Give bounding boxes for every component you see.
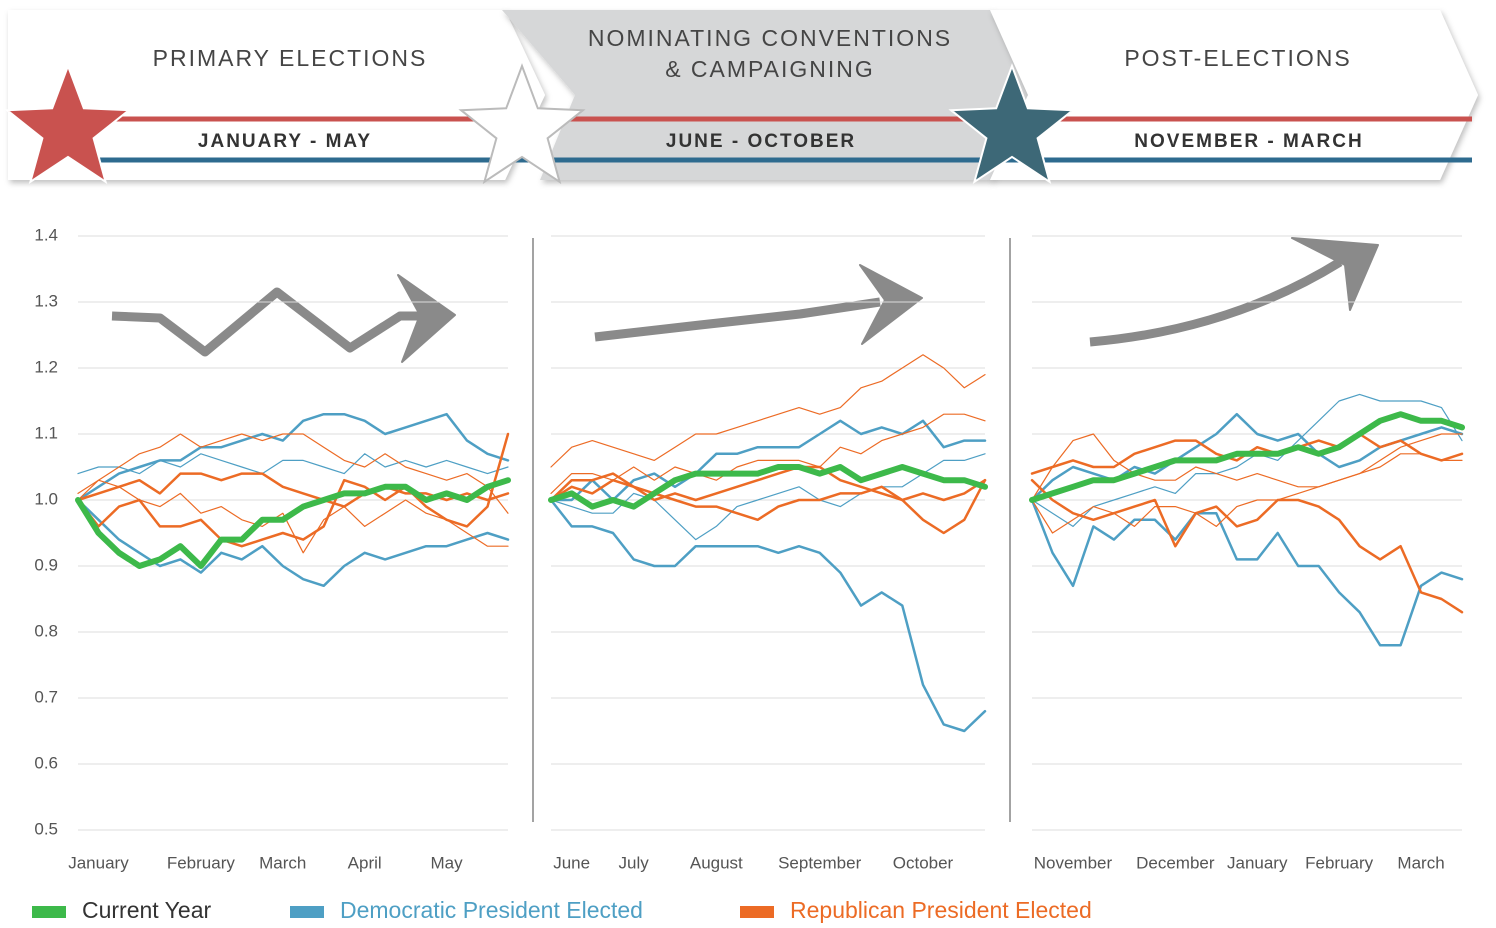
chart: PRIMARY ELECTIONS NOMINATING CONVENTIONS… xyxy=(0,0,1496,928)
series-line xyxy=(78,454,508,474)
series-line xyxy=(1032,414,1462,500)
x-tick-label: June xyxy=(553,853,590,872)
series-line xyxy=(551,467,985,507)
x-tick-label: March xyxy=(259,853,306,872)
trend-arrow xyxy=(112,292,430,352)
y-tick-label: 1.1 xyxy=(34,423,58,442)
legend: Current Year Democratic President Elected… xyxy=(32,897,1092,923)
series-line xyxy=(78,414,508,500)
section-title: NOMINATING CONVENTIONS xyxy=(588,25,952,51)
x-tick-label: February xyxy=(1305,853,1374,872)
section-title: POST-ELECTIONS xyxy=(1124,45,1351,71)
x-tick-label: February xyxy=(167,853,236,872)
x-tick-label: August xyxy=(690,853,743,872)
x-tick-label: December xyxy=(1136,853,1215,872)
panel: November December January February March xyxy=(1032,236,1462,872)
series-line xyxy=(1032,414,1462,500)
legend-swatch xyxy=(740,906,774,918)
section-title: & CAMPAIGNING xyxy=(665,56,875,82)
x-tick-label: April xyxy=(348,853,382,872)
y-tick-label: 1.0 xyxy=(34,489,58,508)
y-tick-label: 0.5 xyxy=(34,819,58,838)
legend-swatch xyxy=(290,906,324,918)
y-tick-label: 0.7 xyxy=(34,687,58,706)
legend-swatch xyxy=(32,906,66,918)
x-tick-label: October xyxy=(893,853,954,872)
series-line xyxy=(78,480,508,566)
y-tick-label: 1.3 xyxy=(34,291,58,310)
y-tick-label: 0.6 xyxy=(34,753,58,772)
trend-arrow xyxy=(595,302,880,337)
x-tick-label: March xyxy=(1397,853,1444,872)
trend-arrows xyxy=(112,238,1378,362)
legend-label: Current Year xyxy=(82,897,211,923)
series-line xyxy=(1032,454,1462,533)
x-tick-label: November xyxy=(1034,853,1113,872)
y-tick-label: 1.4 xyxy=(34,225,58,244)
banner xyxy=(990,10,1478,180)
x-tick-label: January xyxy=(1227,853,1288,872)
legend-label: Republican President Elected xyxy=(790,897,1092,923)
section-title: PRIMARY ELECTIONS xyxy=(153,45,428,71)
section-dates: JANUARY - MAY xyxy=(198,131,372,152)
header: PRIMARY ELECTIONS NOMINATING CONVENTIONS… xyxy=(7,10,1478,182)
x-tick-label: May xyxy=(431,853,464,872)
x-tick-label: July xyxy=(619,853,650,872)
section-dates: JUNE - OCTOBER xyxy=(666,131,856,152)
series-line xyxy=(1032,500,1462,645)
series-line xyxy=(551,500,985,731)
arrow-head xyxy=(1292,238,1378,310)
legend-label: Democratic President Elected xyxy=(340,897,643,923)
series-line xyxy=(551,355,985,467)
x-tick-label: September xyxy=(778,853,861,872)
y-tick-label: 0.9 xyxy=(34,555,58,574)
section-dates: NOVEMBER - MARCH xyxy=(1134,131,1363,152)
x-tick-label: January xyxy=(68,853,129,872)
series-line xyxy=(78,474,508,507)
y-tick-label: 0.8 xyxy=(34,621,58,640)
y-tick-label: 1.2 xyxy=(34,357,58,376)
